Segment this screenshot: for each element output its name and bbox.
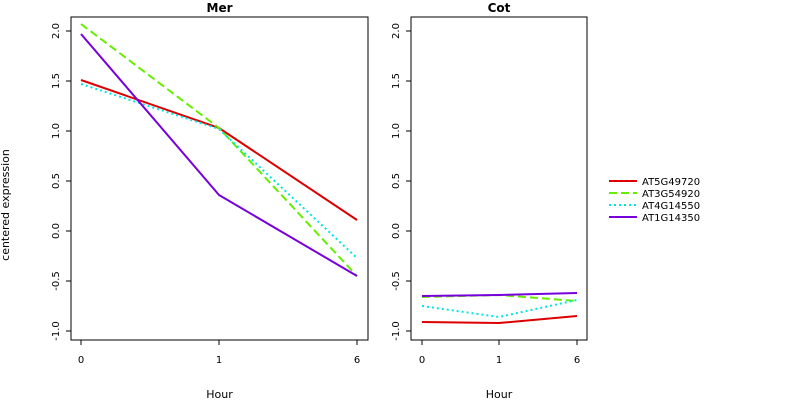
plot-frame-cot	[410, 16, 588, 341]
y-tick-label-mer-6: 2.0	[51, 23, 62, 39]
y-tick-label-mer-4: 1.0	[51, 123, 62, 139]
panel-cot: Cot -1.0 -0.5 0.0 0.5 1.0 1.5 2.0 0 1 6 Hour	[391, 1, 588, 400]
plot-frame-mer	[70, 16, 369, 341]
x-tick-label-mer-0: 0	[78, 355, 84, 366]
panel-title-mer: Mer	[207, 1, 233, 15]
x-tick-label-mer-2: 6	[354, 355, 360, 366]
y-tick-label-cot-0: -1.0	[391, 321, 402, 341]
x-tick-label-cot-0: 0	[419, 355, 425, 366]
series-line-cot-at5g49720	[421, 315, 578, 324]
x-tick-label-cot-1: 1	[496, 355, 502, 366]
y-tick-label-cot-2: 0.0	[391, 223, 402, 239]
panel-mer: Mer -1.0 -0.5 0.0 0.5 1.0 1.5 2.0 0 1 6 Hour	[51, 1, 369, 400]
y-axis-title: centered expression	[0, 149, 12, 261]
y-tick-label-cot-3: 0.5	[391, 173, 402, 189]
x-tick-label-mer-1: 1	[216, 355, 222, 366]
series-line-mer-at5g49720	[80, 79, 358, 221]
panel-title-cot: Cot	[488, 1, 511, 15]
y-tick-label-cot-4: 1.0	[391, 123, 402, 139]
series-line-mer-at1g14350	[80, 33, 358, 277]
x-axis-title-cot: Hour	[486, 388, 513, 400]
legend-label-at3g54920: AT3G54920	[642, 189, 700, 200]
y-tick-label-mer-2: 0.0	[51, 223, 62, 239]
y-tick-label-mer-1: -0.5	[51, 271, 62, 291]
series-line-mer-at4g14550	[80, 83, 358, 259]
legend-label-at1g14350: AT1G14350	[642, 213, 700, 224]
legend-label-at4g14550: AT4G14550	[642, 201, 700, 212]
series-line-cot-at1g14350	[421, 292, 578, 297]
y-tick-label-mer-5: 1.5	[51, 73, 62, 89]
y-tick-label-cot-5: 1.5	[391, 73, 402, 89]
series-line-mer-at3g54920	[80, 23, 358, 277]
y-tick-label-cot-6: 2.0	[391, 23, 402, 39]
legend-label-at5g49720: AT5G49720	[642, 177, 700, 188]
series-line-cot-at4g14550	[421, 299, 578, 318]
y-tick-label-cot-1: -0.5	[391, 271, 402, 291]
x-tick-label-cot-2: 6	[574, 355, 580, 366]
x-axis-title-mer: Hour	[206, 388, 233, 400]
y-tick-label-mer-0: -1.0	[51, 321, 62, 341]
y-tick-label-mer-3: 0.5	[51, 173, 62, 189]
